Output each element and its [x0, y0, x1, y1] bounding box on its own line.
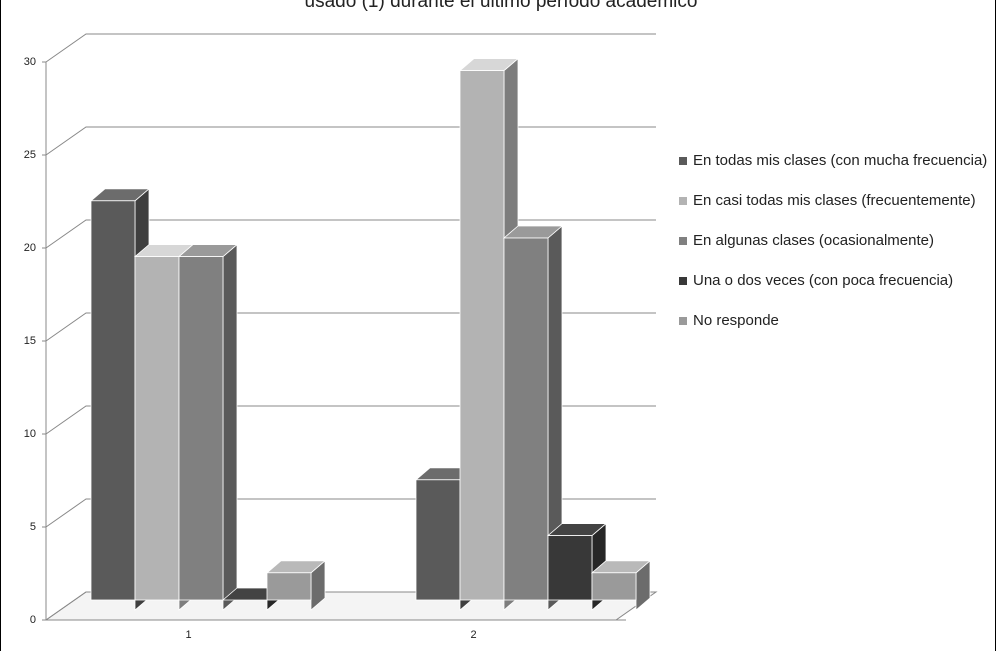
y-tick-label: 30 [24, 56, 36, 68]
legend-label: En todas mis clases (con mucha frecuenci… [693, 152, 988, 169]
legend-item: Una o dos veces (con poca frecuencia) [679, 270, 995, 292]
bar [177, 243, 239, 611]
legend-label: En algunas clases (ocasionalmente) [693, 232, 934, 249]
legend-label: En casi todas mis clases (frecuentemente… [693, 192, 976, 209]
y-tick-label: 10 [24, 428, 36, 440]
y-tick-label: 5 [30, 521, 36, 533]
legend-item: En algunas clases (ocasionalmente) [679, 230, 995, 252]
grid-line [45, 33, 656, 63]
legend-item: No responde [679, 310, 995, 332]
y-tick-label: 25 [24, 149, 36, 161]
legend-swatch [679, 317, 687, 325]
x-tick-label: 1 [185, 629, 191, 641]
y-tick-label: 0 [30, 614, 36, 626]
bar [265, 559, 327, 611]
x-tick-label: 2 [470, 629, 476, 641]
legend-item: En casi todas mis clases (frecuentemente… [679, 190, 995, 212]
legend: En todas mis clases (con mucha frecuenci… [679, 150, 995, 350]
y-tick-label: 15 [24, 335, 36, 347]
legend-swatch [679, 197, 687, 205]
y-tick-label: 20 [24, 242, 36, 254]
legend-item: En todas mis clases (con mucha frecuenci… [679, 150, 995, 172]
legend-label: Una o dos veces (con poca frecuencia) [693, 272, 954, 289]
bar [590, 559, 652, 611]
legend-swatch [679, 237, 687, 245]
legend-swatch [679, 157, 687, 165]
legend-swatch [679, 277, 687, 285]
grid-line [45, 126, 656, 156]
chart-title: usado (1) durante el último período acad… [305, 0, 698, 12]
legend-label: No responde [693, 312, 779, 329]
